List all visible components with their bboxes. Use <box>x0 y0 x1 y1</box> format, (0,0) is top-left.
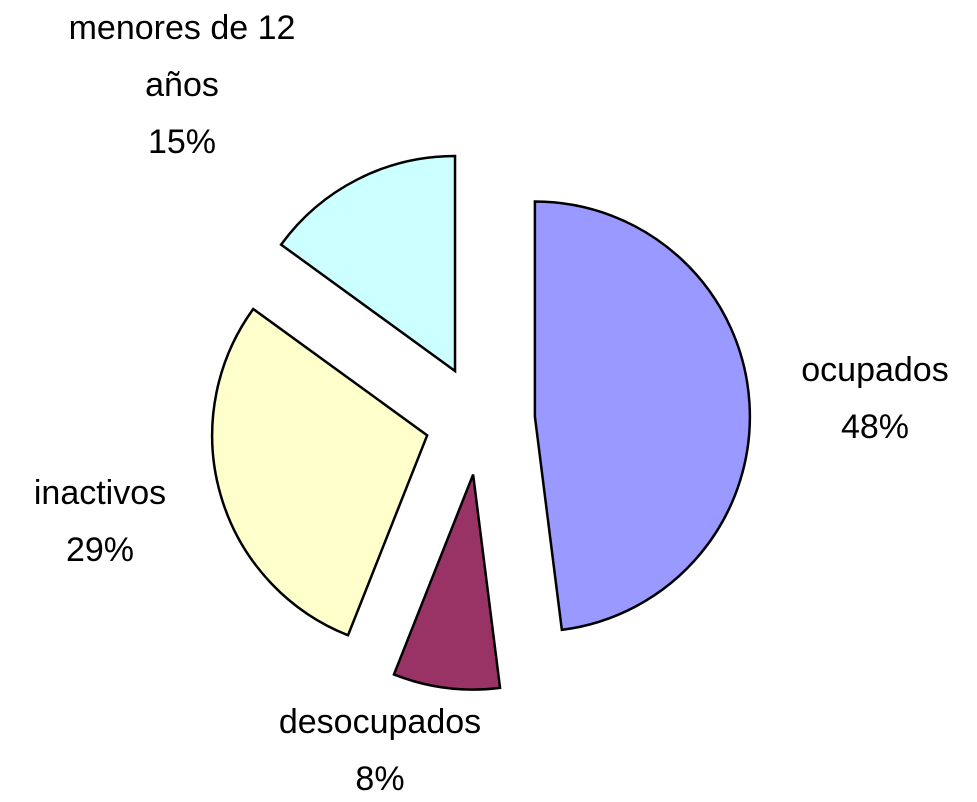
slice-label: menores de 12 años 15% <box>32 0 332 171</box>
pie-slice <box>210 307 429 637</box>
slice-label: ocupados 48% <box>765 342 977 456</box>
category-label: inactivos <box>33 474 167 512</box>
slice-label: inactivos 29% <box>0 465 210 579</box>
value-label: 15% <box>147 123 217 161</box>
value-label: 29% <box>65 531 135 569</box>
pie-slice <box>279 154 457 374</box>
category-label: desocupados <box>278 703 482 741</box>
pie-slice <box>392 474 502 691</box>
value-label: 8% <box>355 760 405 798</box>
slice-label: desocupados 8% <box>230 694 530 802</box>
category-label: menores de 12 años <box>68 9 296 104</box>
value-label: 48% <box>840 408 910 446</box>
pie-slice <box>533 200 752 632</box>
category-label: ocupados <box>801 351 949 389</box>
